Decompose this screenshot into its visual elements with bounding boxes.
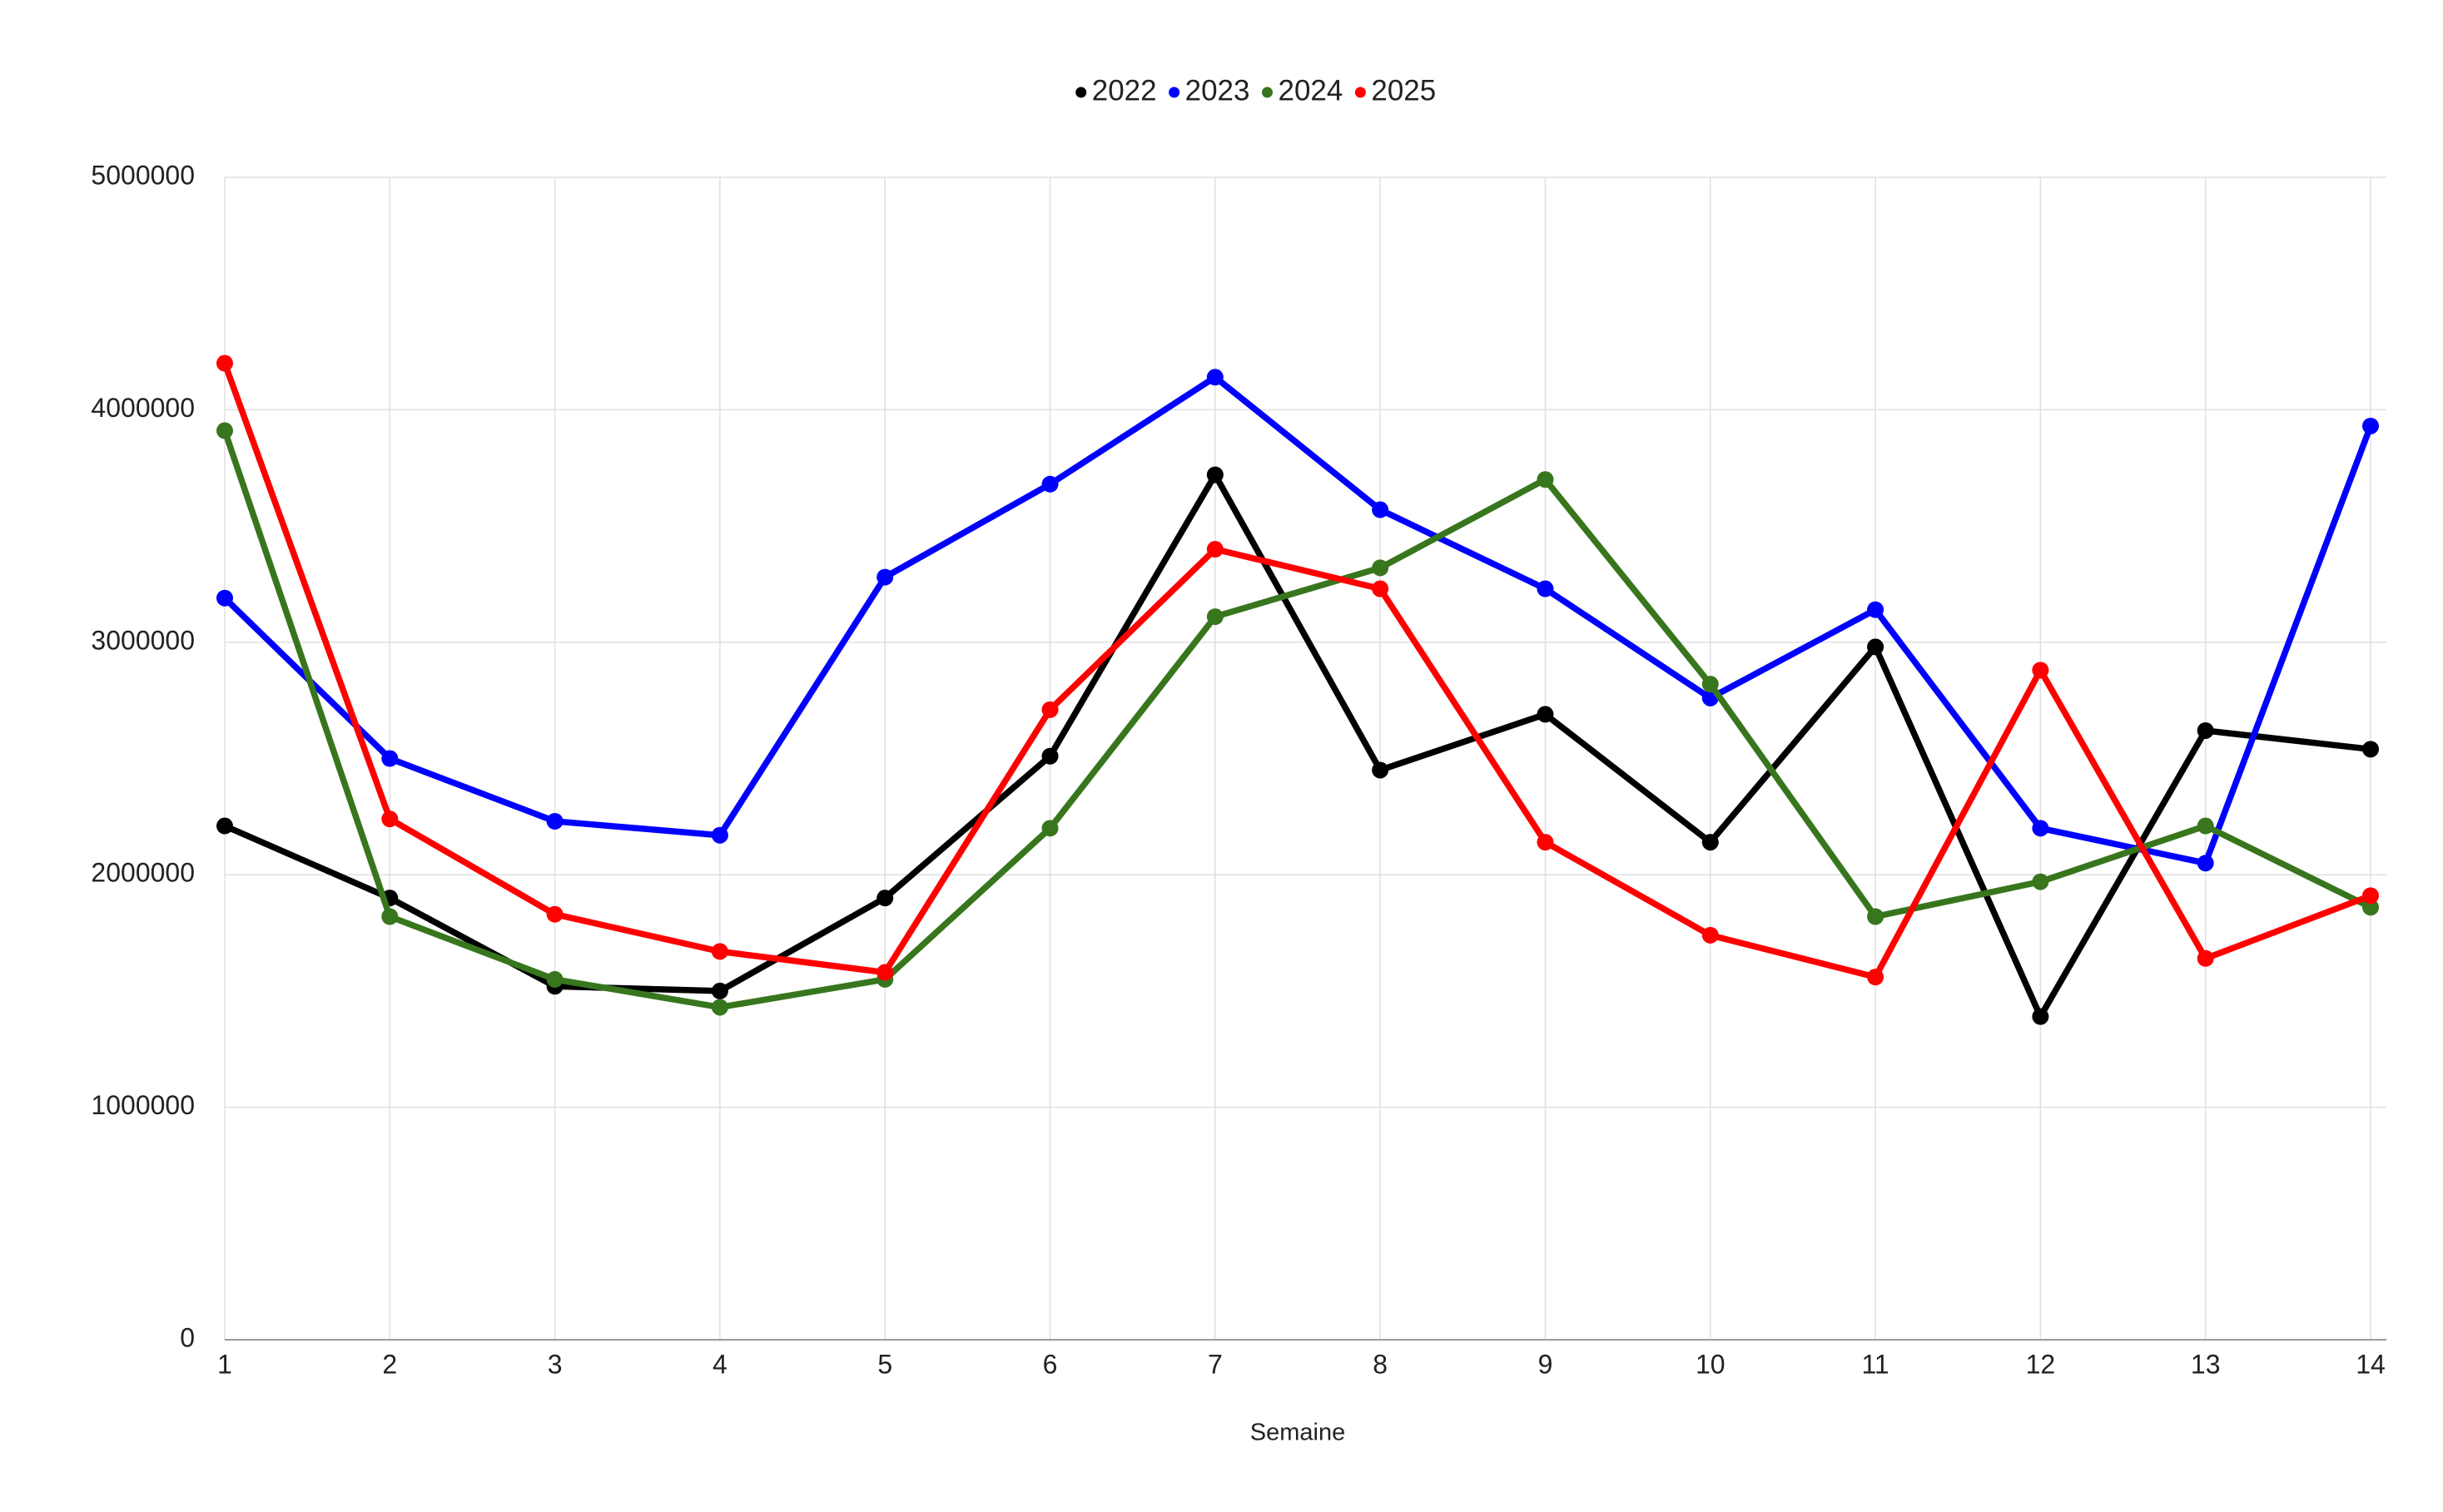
legend: 2022 2023 2024 2025 [1075, 74, 1436, 107]
x-tick-label: 4 [713, 1349, 727, 1379]
data-point [876, 568, 894, 586]
y-tick-label: 5000000 [91, 160, 195, 190]
data-point [2032, 873, 2049, 890]
data-point [1867, 908, 1884, 925]
data-point [216, 422, 233, 439]
data-point [1537, 580, 1554, 597]
y-tick-label: 3000000 [91, 625, 195, 655]
data-point [1537, 706, 1554, 723]
x-tick-label: 12 [2026, 1349, 2056, 1379]
data-point [546, 970, 564, 988]
data-point [711, 943, 728, 960]
data-point [2362, 887, 2379, 905]
x-tick-label: 13 [2191, 1349, 2221, 1379]
x-tick-label: 6 [1043, 1349, 1058, 1379]
legend-marker [1354, 87, 1366, 98]
x-tick-label: 14 [2356, 1349, 2386, 1379]
legend-label: 2025 [1371, 74, 1436, 107]
data-point [1701, 676, 1719, 693]
data-point [1372, 761, 1389, 779]
data-point [1372, 559, 1389, 577]
legend-label: 2022 [1092, 74, 1157, 107]
x-tick-label: 8 [1373, 1349, 1388, 1379]
data-point [2197, 817, 2214, 835]
data-point [711, 826, 728, 844]
legend-label: 2023 [1185, 74, 1250, 107]
data-point [381, 750, 399, 767]
data-point [1206, 369, 1224, 386]
data-point [876, 890, 894, 907]
data-point [1206, 608, 1224, 626]
series-line [222, 374, 2374, 866]
data-point [876, 964, 894, 981]
x-tick-label: 7 [1208, 1349, 1223, 1379]
y-tick-label: 2000000 [91, 858, 195, 888]
data-point [216, 817, 233, 835]
legend-marker [1075, 87, 1087, 98]
data-point [381, 811, 399, 828]
data-point [1041, 820, 1059, 837]
x-tick-label: 9 [1538, 1349, 1553, 1379]
data-point [711, 982, 728, 999]
data-point [1041, 475, 1059, 493]
data-point [2197, 855, 2214, 872]
data-point [2032, 1008, 2049, 1025]
data-point [1537, 471, 1554, 488]
legend-marker [1169, 87, 1180, 98]
x-axis-title: Semaine [1250, 1420, 1345, 1446]
data-point [1867, 969, 1884, 986]
data-point [1206, 541, 1224, 558]
data-point [1041, 701, 1059, 718]
series-line [223, 471, 2371, 1020]
series-line [221, 362, 2372, 980]
data-point [2197, 949, 2214, 967]
x-tick-label: 3 [548, 1349, 563, 1379]
data-point [1867, 638, 1884, 656]
data-point [1372, 580, 1389, 597]
data-point [711, 999, 728, 1016]
data-point [381, 908, 399, 925]
data-point [2362, 741, 2379, 758]
legend-label: 2024 [1279, 74, 1343, 107]
y-tick-label: 0 [180, 1322, 195, 1352]
data-point [546, 812, 564, 830]
x-tick-label: 11 [1861, 1349, 1889, 1379]
data-point [1537, 834, 1554, 851]
data-point [2362, 899, 2379, 916]
x-tick-label: 2 [382, 1349, 397, 1379]
data-point [1372, 501, 1389, 518]
y-tick-label: 1000000 [91, 1090, 195, 1120]
data-point [2197, 721, 2214, 739]
legend-marker [1262, 87, 1273, 98]
x-tick-label: 5 [877, 1349, 892, 1379]
x-tick-label: 1 [217, 1349, 232, 1379]
series-line [221, 429, 2372, 1011]
data-point [2032, 820, 2049, 837]
data-point [1701, 834, 1719, 851]
y-tick-label: 4000000 [91, 393, 195, 423]
data-point [216, 354, 233, 372]
data-point [216, 589, 233, 607]
data-point [546, 905, 564, 923]
data-point [2362, 417, 2379, 434]
data-point [2032, 662, 2049, 679]
data-point [1041, 747, 1059, 765]
data-point [1867, 601, 1884, 618]
data-point [1701, 926, 1719, 944]
data-point [1206, 466, 1224, 483]
x-tick-label: 10 [1696, 1349, 1725, 1379]
